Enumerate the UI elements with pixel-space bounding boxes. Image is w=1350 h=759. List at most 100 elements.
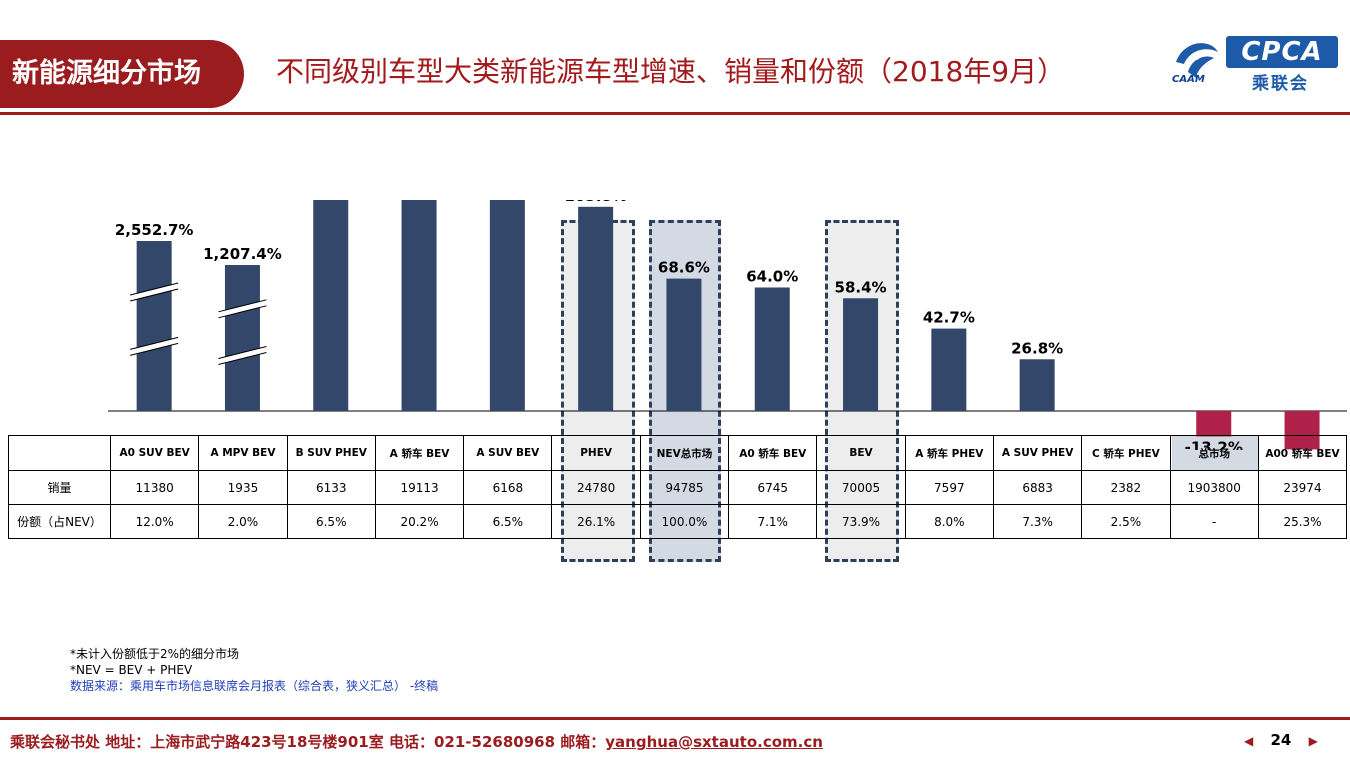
column-header: C 轿车 PHEV bbox=[1081, 435, 1171, 471]
data-label: 64.0% bbox=[746, 267, 798, 285]
sales-cell: 1935 bbox=[198, 470, 288, 505]
sales-cell: 2382 bbox=[1081, 470, 1171, 505]
axis-break-gap bbox=[129, 283, 179, 301]
table-row-sales: 销量 11380 1935 6133 19113 6168 24780 94785 6745 70… bbox=[8, 470, 1348, 505]
logo-cn-text: 乘联会 bbox=[1252, 74, 1309, 94]
table-header-row: A0 SUV BEV A MPV BEV B SUV PHEV A 轿车 BEV A S… bbox=[8, 435, 1348, 471]
sales-cell: 19113 bbox=[374, 470, 465, 505]
footer-address: 地址：上海市武宁路423号18号楼901室 bbox=[105, 733, 384, 751]
growth-bar-chart: 2,552.7%1,207.4%499.5%243.9%134.5%105.8%… bbox=[0, 200, 1350, 450]
column-header: A 轿车 BEV bbox=[374, 435, 465, 471]
share-cell: 7.1% bbox=[728, 504, 818, 539]
column-header: 总市场 bbox=[1169, 435, 1259, 471]
sales-cell: 6745 bbox=[728, 470, 818, 505]
sales-cell: 70005 bbox=[816, 470, 906, 505]
share-cell: 6.5% bbox=[286, 504, 376, 539]
column-header: BEV bbox=[816, 435, 906, 471]
data-label: 58.4% bbox=[835, 278, 887, 296]
bar-A-轿车-BEV bbox=[401, 200, 437, 411]
page-number: 24 bbox=[1270, 731, 1292, 749]
cpca-logo: CAAM CPCA 乘联会 bbox=[1162, 30, 1342, 94]
footer-org: 乘联会秘书处 bbox=[10, 733, 101, 751]
footnotes: *未计入份额低于2%的细分市场 *NEV = BEV + PHEV 数据来源：乘… bbox=[70, 646, 438, 694]
share-cell: 26.1% bbox=[551, 504, 641, 539]
share-cell: 8.0% bbox=[904, 504, 994, 539]
next-page-icon[interactable]: ▶ bbox=[1308, 734, 1318, 748]
bar-A-SUV-PHEV bbox=[1019, 359, 1055, 411]
footer-divider bbox=[0, 717, 1350, 720]
share-cell: 7.3% bbox=[992, 504, 1083, 539]
page-navigation: ◀ 24 ▶ bbox=[1244, 731, 1318, 749]
axis-break-line bbox=[130, 342, 179, 356]
data-source-note: 数据来源：乘用车市场信息联席会月报表（综合表，狭义汇总） -终稿 bbox=[70, 679, 439, 693]
share-cell: 12.0% bbox=[109, 504, 200, 539]
column-header: A00 轿车 BEV bbox=[1257, 435, 1348, 471]
share-cell: - bbox=[1169, 504, 1259, 539]
data-label: 68.6% bbox=[658, 259, 710, 277]
column-header: A 轿车 PHEV bbox=[904, 435, 994, 471]
bar-BEV bbox=[843, 298, 879, 411]
sales-cell: 24780 bbox=[551, 470, 641, 505]
sales-cell: 6133 bbox=[286, 470, 376, 505]
bar-总市场 bbox=[1196, 411, 1232, 437]
bar-NEV总市场 bbox=[666, 278, 702, 411]
row-label-sales: 销量 bbox=[8, 470, 111, 505]
bar-A0-SUV-BEV bbox=[136, 241, 172, 411]
axis-break-line bbox=[130, 336, 179, 350]
bar-B-SUV-PHEV bbox=[313, 200, 349, 411]
axis-break-line bbox=[218, 346, 267, 360]
bar-A0-轿车-BEV bbox=[754, 287, 790, 411]
bar-A-MPV-BEV bbox=[224, 265, 260, 411]
share-cell: 2.5% bbox=[1081, 504, 1171, 539]
sales-cell: 6883 bbox=[992, 470, 1083, 505]
axis-break-line bbox=[218, 305, 267, 319]
bar-A-SUV-BEV bbox=[489, 200, 525, 411]
sales-cell: 1903800 bbox=[1169, 470, 1259, 505]
column-header: A SUV BEV bbox=[463, 435, 553, 471]
slide-header: 新能源细分市场 不同级别车型大类新能源车型增速、销量和份额（2018年9月） C… bbox=[0, 0, 1350, 116]
axis-break-gap bbox=[129, 337, 179, 355]
footnote-nev-definition: *NEV = BEV + PHEV bbox=[70, 663, 193, 677]
axis-break-gap bbox=[217, 300, 268, 318]
column-header: A0 轿车 BEV bbox=[728, 435, 818, 471]
share-cell: 2.0% bbox=[198, 504, 288, 539]
data-label: 105.8% bbox=[564, 200, 626, 205]
axis-break-line bbox=[218, 352, 267, 366]
share-cell: 20.2% bbox=[374, 504, 465, 539]
header-divider bbox=[0, 112, 1350, 115]
table-corner-cell bbox=[8, 435, 111, 471]
footer-phone: 电话：021-52680968 bbox=[388, 733, 556, 751]
share-cell: 25.3% bbox=[1257, 504, 1348, 539]
footer-email-label: 邮箱： bbox=[560, 733, 606, 751]
axis-break-line bbox=[130, 282, 179, 296]
logo-caam-text: CAAM bbox=[1172, 74, 1205, 85]
axis-break-gap bbox=[217, 347, 268, 364]
section-tag: 新能源细分市场 bbox=[0, 40, 244, 108]
table-row-share: 份额（占NEV） 12.0% 2.0% 6.5% 20.2% 6.5% 26.1% 100.0… bbox=[8, 504, 1348, 539]
axis-break-line bbox=[130, 288, 179, 302]
column-header: NEV总市场 bbox=[639, 435, 730, 471]
data-label: 1,207.4% bbox=[203, 245, 282, 263]
sales-cell: 6168 bbox=[463, 470, 553, 505]
footer-email-link[interactable]: yanghua@sxtauto.com.cn bbox=[605, 733, 823, 751]
sales-share-table: A0 SUV BEV A MPV BEV B SUV PHEV A 轿车 BEV A S… bbox=[8, 435, 1348, 539]
column-header: A MPV BEV bbox=[198, 435, 288, 471]
chart-svg: 2,552.7%1,207.4%499.5%243.9%134.5%105.8%… bbox=[108, 200, 1347, 450]
prev-page-icon[interactable]: ◀ bbox=[1244, 734, 1254, 748]
bar-A-轿车-PHEV bbox=[931, 328, 967, 411]
column-header: B SUV PHEV bbox=[286, 435, 376, 471]
caam-logo-icon bbox=[1176, 43, 1218, 78]
logo-cpca-text: CPCA bbox=[1226, 36, 1338, 68]
column-header: PHEV bbox=[551, 435, 641, 471]
sales-cell: 7597 bbox=[904, 470, 994, 505]
share-cell: 73.9% bbox=[816, 504, 906, 539]
footnote-min-share: *未计入份额低于2%的细分市场 bbox=[70, 647, 240, 661]
data-label: 42.7% bbox=[923, 309, 975, 327]
row-label-share: 份额（占NEV） bbox=[8, 504, 111, 539]
column-header: A0 SUV BEV bbox=[109, 435, 200, 471]
bar-PHEV bbox=[578, 206, 614, 411]
share-cell: 100.0% bbox=[639, 504, 730, 539]
footer-contact: 乘联会秘书处 地址：上海市武宁路423号18号楼901室 电话：021-5268… bbox=[10, 731, 823, 752]
data-label: 2,552.7% bbox=[115, 221, 194, 239]
axis-break-line bbox=[218, 299, 267, 313]
